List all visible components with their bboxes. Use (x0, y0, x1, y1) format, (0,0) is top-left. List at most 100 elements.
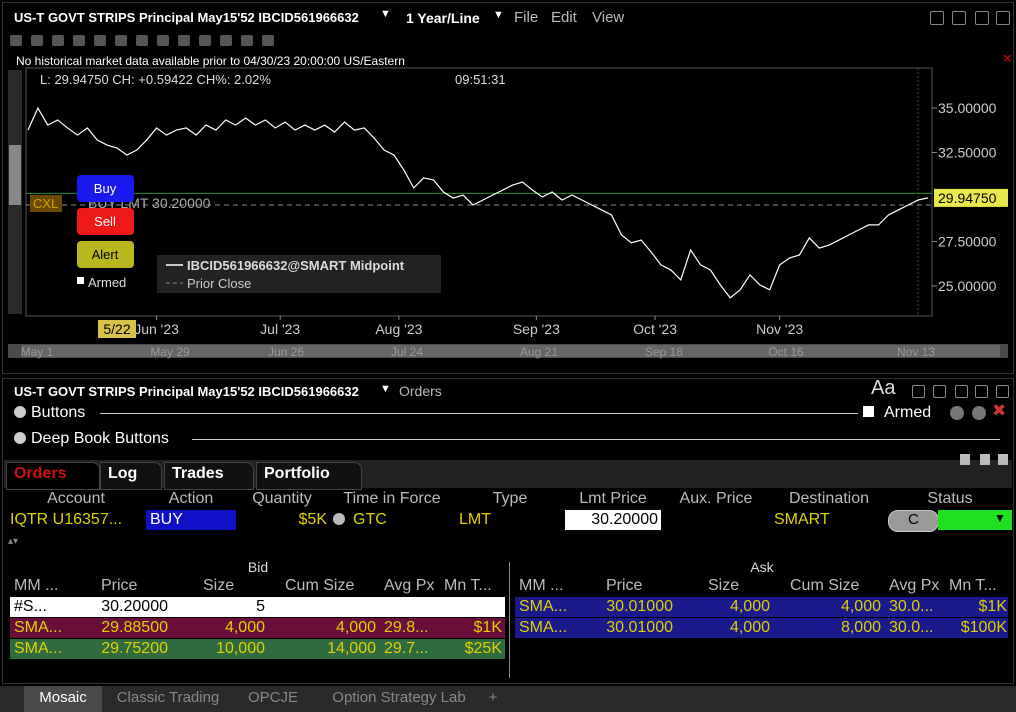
depth-title: Ask (750, 559, 774, 575)
dropdown: ▼ (380, 383, 391, 395)
toolbar-icon[interactable] (31, 35, 43, 46)
window-icon[interactable] (952, 11, 966, 25)
window-title: US-T GOVT STRIPS Principal May15'52 IBCI… (14, 384, 359, 399)
toolbar-icon[interactable] (10, 35, 22, 46)
window-icon[interactable] (950, 406, 964, 420)
order-cell[interactable]: BUY (150, 511, 183, 528)
trade-button[interactable] (77, 208, 134, 235)
tab[interactable] (6, 462, 100, 490)
depth-cell: 30.0... (889, 619, 934, 636)
workspace-bar (0, 686, 1016, 712)
toolbar-icon[interactable] (157, 35, 169, 46)
time: 09:51:31 (455, 72, 506, 87)
order-cell[interactable]: IQTR U16357... (10, 511, 123, 528)
clock-icon (333, 513, 345, 525)
depth-cell: $1K (473, 619, 502, 636)
order-cell[interactable]: GTC (353, 511, 387, 528)
window-icon[interactable] (955, 385, 968, 398)
toolbar-icon[interactable] (262, 35, 274, 46)
toolbar-icon[interactable] (94, 35, 106, 46)
trade-button[interactable] (77, 175, 134, 202)
y-tick-label: 32.50000 (938, 145, 997, 161)
tab-label[interactable]: Portfolio (264, 465, 330, 482)
window-icon[interactable] (972, 406, 986, 420)
navigator-label: Aug 21 (520, 345, 558, 359)
window-icon[interactable] (996, 385, 1009, 398)
section-label[interactable]: Deep Book Buttons (31, 430, 169, 447)
info: L: 29.94750 CH: +0.59422 CH%: 2.02% (40, 72, 271, 87)
window-icon[interactable] (975, 385, 988, 398)
workspace-tab[interactable]: Classic Trading (116, 689, 220, 706)
depth-header: Size (708, 577, 740, 594)
column-header: Time in Force (343, 490, 441, 507)
column-header: Destination (788, 490, 870, 507)
font-button[interactable]: Aa (871, 377, 896, 399)
depth-cell: 29.88500 (101, 619, 168, 636)
menu-item[interactable]: File (514, 9, 539, 26)
depth-header: Avg Px (889, 577, 940, 594)
navigator-label: Nov 13 (897, 345, 935, 359)
tab-label[interactable]: Trades (172, 465, 224, 482)
x-tick-label: Jun '23 (134, 321, 179, 337)
window-icon[interactable] (930, 11, 944, 25)
depth-cell: #S... (14, 598, 47, 615)
order-cell[interactable]: LMT (459, 511, 491, 528)
orders-link[interactable]: Orders (399, 383, 442, 399)
toolbar-icon[interactable] (52, 35, 64, 46)
depth-row[interactable] (10, 618, 505, 638)
section-rule (100, 413, 858, 414)
navigator-label: May 1 (21, 345, 54, 359)
workspace-tab[interactable]: OPCJE (247, 689, 299, 706)
toolbar-icon[interactable] (73, 35, 85, 46)
tab[interactable] (100, 462, 162, 490)
toolbar-icon[interactable] (241, 35, 253, 46)
workspace-tab[interactable]: Option Strategy Lab (332, 689, 466, 706)
column-header: Quantity (252, 490, 312, 507)
tab-icon[interactable] (980, 454, 990, 465)
window-icon[interactable] (912, 385, 925, 398)
tab-label[interactable]: Log (108, 465, 138, 482)
x-tick-label: Sep '23 (513, 321, 560, 337)
window-icon[interactable] (996, 11, 1010, 25)
depth-row[interactable] (515, 597, 1008, 617)
menu-item[interactable]: Edit (551, 9, 577, 26)
toolbar-icon[interactable] (220, 35, 232, 46)
workspace-tab[interactable]: + (488, 689, 498, 706)
toolbar-icon[interactable] (178, 35, 190, 46)
window-icon[interactable] (933, 385, 946, 398)
depth-header: Avg Px (384, 577, 435, 594)
tab-icon[interactable] (998, 454, 1008, 465)
depth-row[interactable] (10, 639, 505, 659)
trade-button[interactable] (77, 241, 134, 268)
toolbar-icon[interactable] (115, 35, 127, 46)
depth-cell: $1K (978, 598, 1007, 615)
workspace-tab[interactable]: Mosaic (39, 689, 87, 706)
tab[interactable] (256, 462, 362, 490)
window-icon[interactable] (975, 11, 989, 25)
expand-icon[interactable] (14, 432, 26, 444)
navigator-label: May 29 (150, 345, 190, 359)
cancel-label[interactable]: C (908, 511, 919, 528)
tab[interactable] (164, 462, 254, 490)
menu-item[interactable]: View (592, 9, 625, 26)
last-price-label: 29.94750 (938, 190, 997, 206)
tab-label[interactable]: Orders (14, 465, 67, 482)
cxl-label: CXL (33, 196, 58, 211)
toolbar-icon[interactable] (136, 35, 148, 46)
depth-cell: 30.01000 (606, 619, 673, 636)
armed-checkbox[interactable] (863, 406, 874, 417)
navigator-label: Jun 26 (268, 345, 304, 359)
depth-row[interactable] (515, 618, 1008, 638)
depth-divider (509, 562, 510, 678)
order-cell[interactable]: $5K (298, 511, 327, 528)
cursor-tag (98, 320, 137, 338)
tab-icon[interactable] (960, 454, 970, 465)
order-cell[interactable]: SMART (774, 511, 830, 528)
depth-cell: 29.7... (384, 640, 429, 657)
expand-icon[interactable] (14, 406, 26, 418)
section-label[interactable]: Buttons (31, 404, 86, 421)
period-selector[interactable]: 1 Year/Line (406, 10, 480, 26)
order-cell[interactable]: 30.20000 (591, 511, 658, 528)
toolbar-icon[interactable] (199, 35, 211, 46)
depth-row[interactable] (10, 597, 505, 617)
